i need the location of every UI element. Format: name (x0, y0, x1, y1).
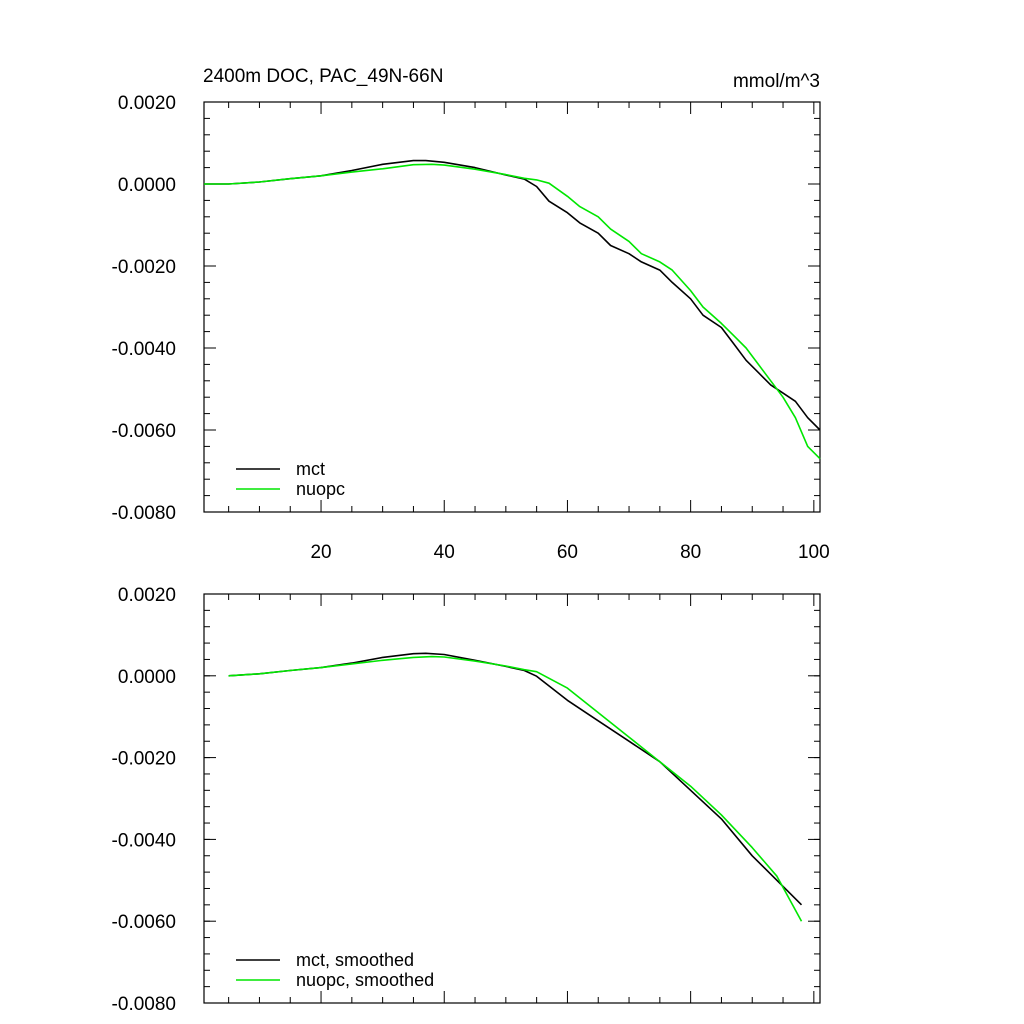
y-tick-label: -0.0060 (112, 421, 176, 442)
y-tick-label: 0.0000 (118, 667, 176, 688)
plot-frame (203, 101, 821, 513)
y-tick-label: -0.0060 (112, 912, 176, 933)
x-tick-label: 100 (798, 542, 830, 563)
x-tick-label: 80 (680, 542, 701, 563)
y-tick-label: -0.0020 (112, 257, 176, 278)
x-tick-label: 20 (310, 542, 331, 563)
plot-frame (203, 593, 821, 1004)
y-tick-label: 0.0020 (118, 93, 176, 114)
legend-label: mct (296, 459, 325, 479)
y-tick-label: -0.0040 (112, 339, 176, 360)
x-tick-label: 60 (557, 542, 578, 563)
y-tick-label: 0.0020 (118, 585, 176, 606)
series-line-0 (204, 159, 821, 431)
legend-label: nuopc, smoothed (296, 970, 434, 990)
y-tick-label: -0.0020 (112, 749, 176, 770)
x-tick-label: 40 (434, 542, 455, 563)
chart-units: mmol/m^3 (733, 71, 820, 92)
series-line-1 (228, 655, 803, 922)
y-tick-label: -0.0040 (112, 830, 176, 851)
series-line-1 (204, 163, 821, 460)
panel-bottom: 0.0020 0.0000 -0.0020 -0.0040 -0.0060 -0.0080… (112, 585, 821, 1015)
legend-label: nuopc (296, 479, 345, 499)
panel-top: 0.0020 0.0000 -0.0020 -0.0040 -0.0060 -0.0080… (112, 93, 830, 563)
y-tick-label: -0.0080 (112, 994, 176, 1015)
legend-label: mct, smoothed (296, 950, 414, 970)
series-line-0 (228, 652, 803, 906)
y-tick-label: -0.0080 (112, 503, 176, 524)
chart-title: 2400m DOC, PAC_49N-66N (203, 66, 443, 87)
y-tick-label: 0.0000 (118, 175, 176, 196)
